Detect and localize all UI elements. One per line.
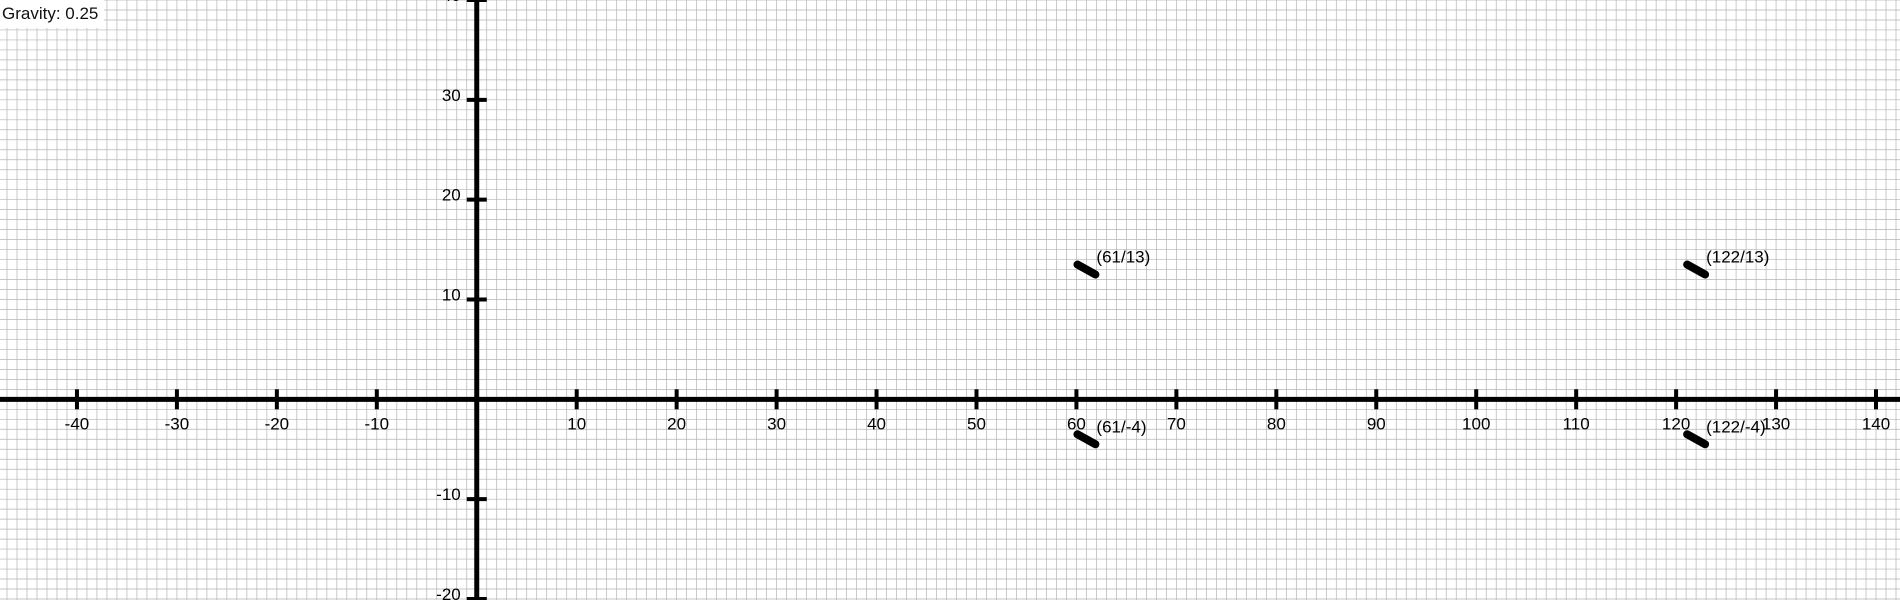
y-tick-label: -20 bbox=[436, 585, 461, 600]
object-bar[interactable] bbox=[1073, 260, 1100, 279]
object-122-13[interactable]: (122/13) bbox=[1683, 248, 1769, 279]
gravity-label: Gravity: bbox=[2, 4, 61, 23]
x-tick-label: 60 bbox=[1067, 414, 1086, 433]
y-tick-label: 20 bbox=[442, 186, 461, 205]
gravity-readout: Gravity: 0.25 bbox=[0, 0, 105, 28]
x-tick-label: 120 bbox=[1662, 414, 1690, 433]
x-tick-label: 20 bbox=[667, 414, 686, 433]
object-label: (122/13) bbox=[1706, 248, 1769, 267]
object-61-13[interactable]: (61/13) bbox=[1073, 248, 1150, 279]
object-label: (61/-4) bbox=[1096, 417, 1146, 436]
x-tick-label: 10 bbox=[567, 414, 586, 433]
object-label: (122/-4) bbox=[1706, 417, 1766, 436]
x-tick-label: 90 bbox=[1367, 414, 1386, 433]
x-tick-label: -40 bbox=[65, 414, 90, 433]
object-bar[interactable] bbox=[1683, 430, 1710, 449]
x-tick-label: 70 bbox=[1167, 414, 1186, 433]
gravity-value: 0.25 bbox=[65, 4, 99, 23]
y-tick-label: -10 bbox=[436, 485, 461, 504]
x-tick-label: 130 bbox=[1762, 414, 1790, 433]
object-61-m4[interactable]: (61/-4) bbox=[1073, 417, 1147, 449]
y-tick-label: 10 bbox=[442, 286, 461, 305]
object-122-m4[interactable]: (122/-4) bbox=[1683, 417, 1766, 449]
x-tick-label: -30 bbox=[165, 414, 190, 433]
y-tick-label: 30 bbox=[442, 86, 461, 105]
x-tick-label: 50 bbox=[967, 414, 986, 433]
object-bar[interactable] bbox=[1073, 430, 1100, 449]
object-label: (61/13) bbox=[1096, 248, 1150, 267]
x-tick-label: 140 bbox=[1862, 414, 1890, 433]
object-bar[interactable] bbox=[1683, 260, 1710, 279]
x-tick-label: -20 bbox=[265, 414, 290, 433]
x-tick-label: 100 bbox=[1462, 414, 1490, 433]
y-tick-label: 40 bbox=[442, 0, 461, 5]
x-tick-label: 30 bbox=[767, 414, 786, 433]
x-tick-label: -10 bbox=[365, 414, 390, 433]
x-tick-label: 40 bbox=[867, 414, 886, 433]
x-tick-label: 110 bbox=[1563, 414, 1590, 433]
x-tick-label: 80 bbox=[1267, 414, 1286, 433]
objects[interactable]: (61/13) (122/13) (61/-4) (122/-4) bbox=[1073, 248, 1769, 449]
axis-ticks: -40 -30 -20 -10 10 20 30 40 50 60 70 80 90 100 110 120 1… bbox=[65, 0, 1890, 600]
